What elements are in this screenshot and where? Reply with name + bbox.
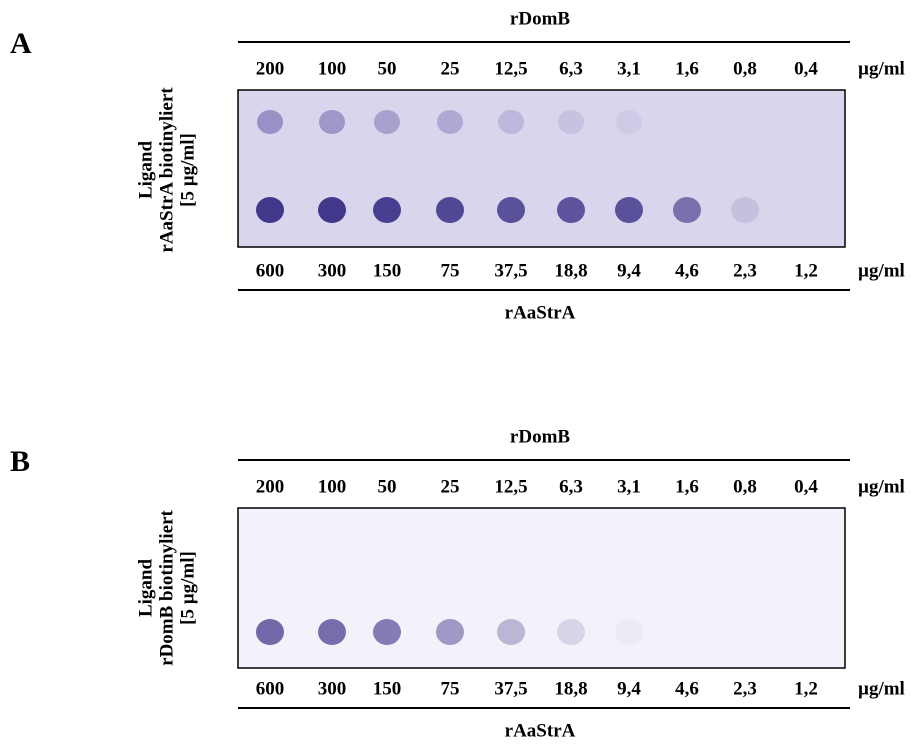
top-title: rDomB <box>510 8 570 29</box>
top-unit: µg/ml <box>858 58 905 79</box>
bottom-concentration: 4,6 <box>675 260 699 281</box>
top-concentration: 1,6 <box>675 476 699 497</box>
dot <box>557 619 585 645</box>
dot <box>497 619 525 645</box>
top-concentration: 50 <box>378 58 397 79</box>
top-concentration: 0,8 <box>733 476 757 497</box>
bottom-concentration: 75 <box>441 260 460 281</box>
top-concentration: 12,5 <box>494 476 527 497</box>
bottom-concentration: 18,8 <box>554 260 587 281</box>
top-concentration: 50 <box>378 476 397 497</box>
panel-label: B <box>10 445 30 478</box>
bottom-unit: µg/ml <box>858 260 905 281</box>
bottom-concentration: 1,2 <box>794 678 818 699</box>
ligand-label: rAaStrA biotinyliert <box>156 87 177 253</box>
bottom-title: rAaStrA <box>505 302 576 323</box>
bottom-unit: µg/ml <box>858 678 905 699</box>
top-concentration: 200 <box>256 476 285 497</box>
dot <box>374 110 400 134</box>
dot <box>436 619 464 645</box>
dot <box>558 110 584 134</box>
bottom-concentration: 75 <box>441 678 460 699</box>
dot <box>373 197 401 223</box>
dot <box>318 197 346 223</box>
dot <box>256 619 284 645</box>
top-concentration: 200 <box>256 58 285 79</box>
dot <box>673 197 701 223</box>
top-concentration: 0,4 <box>794 58 818 79</box>
ligand-label: [5 µg/ml] <box>177 133 198 207</box>
bottom-concentration: 2,3 <box>733 260 757 281</box>
dot <box>437 110 463 134</box>
bottom-concentration: 150 <box>373 678 402 699</box>
bottom-concentration: 300 <box>318 260 347 281</box>
bottom-title: rAaStrA <box>505 720 576 741</box>
bottom-concentration: 4,6 <box>675 678 699 699</box>
dot <box>318 619 346 645</box>
ligand-label: rDomB biotinyliert <box>156 509 177 665</box>
dot <box>498 110 524 134</box>
dot <box>497 197 525 223</box>
dot <box>615 197 643 223</box>
bottom-concentration: 1,2 <box>794 260 818 281</box>
dot <box>436 197 464 223</box>
dot <box>256 197 284 223</box>
dot <box>731 197 759 223</box>
top-concentration: 100 <box>318 476 347 497</box>
bottom-concentration: 37,5 <box>494 260 527 281</box>
top-concentration: 1,6 <box>675 58 699 79</box>
panel-label: A <box>10 27 32 60</box>
bottom-concentration: 37,5 <box>494 678 527 699</box>
bottom-concentration: 2,3 <box>733 678 757 699</box>
top-concentration: 0,8 <box>733 58 757 79</box>
dot <box>373 619 401 645</box>
bottom-concentration: 9,4 <box>617 260 641 281</box>
bottom-concentration: 600 <box>256 678 285 699</box>
top-title: rDomB <box>510 426 570 447</box>
bottom-concentration: 150 <box>373 260 402 281</box>
dot <box>616 110 642 134</box>
top-concentration: 25 <box>441 58 460 79</box>
ligand-label: Ligand <box>135 559 156 618</box>
bottom-concentration: 300 <box>318 678 347 699</box>
top-concentration: 25 <box>441 476 460 497</box>
top-concentration: 100 <box>318 58 347 79</box>
dot <box>615 619 643 645</box>
top-unit: µg/ml <box>858 476 905 497</box>
ligand-label: [5 µg/ml] <box>177 551 198 625</box>
dot <box>557 197 585 223</box>
dot <box>257 110 283 134</box>
bottom-concentration: 18,8 <box>554 678 587 699</box>
dot <box>319 110 345 134</box>
top-concentration: 3,1 <box>617 58 641 79</box>
bottom-concentration: 9,4 <box>617 678 641 699</box>
top-concentration: 3,1 <box>617 476 641 497</box>
ligand-label: Ligand <box>135 141 156 200</box>
top-concentration: 6,3 <box>559 476 583 497</box>
top-concentration: 0,4 <box>794 476 818 497</box>
top-concentration: 6,3 <box>559 58 583 79</box>
bottom-concentration: 600 <box>256 260 285 281</box>
top-concentration: 12,5 <box>494 58 527 79</box>
